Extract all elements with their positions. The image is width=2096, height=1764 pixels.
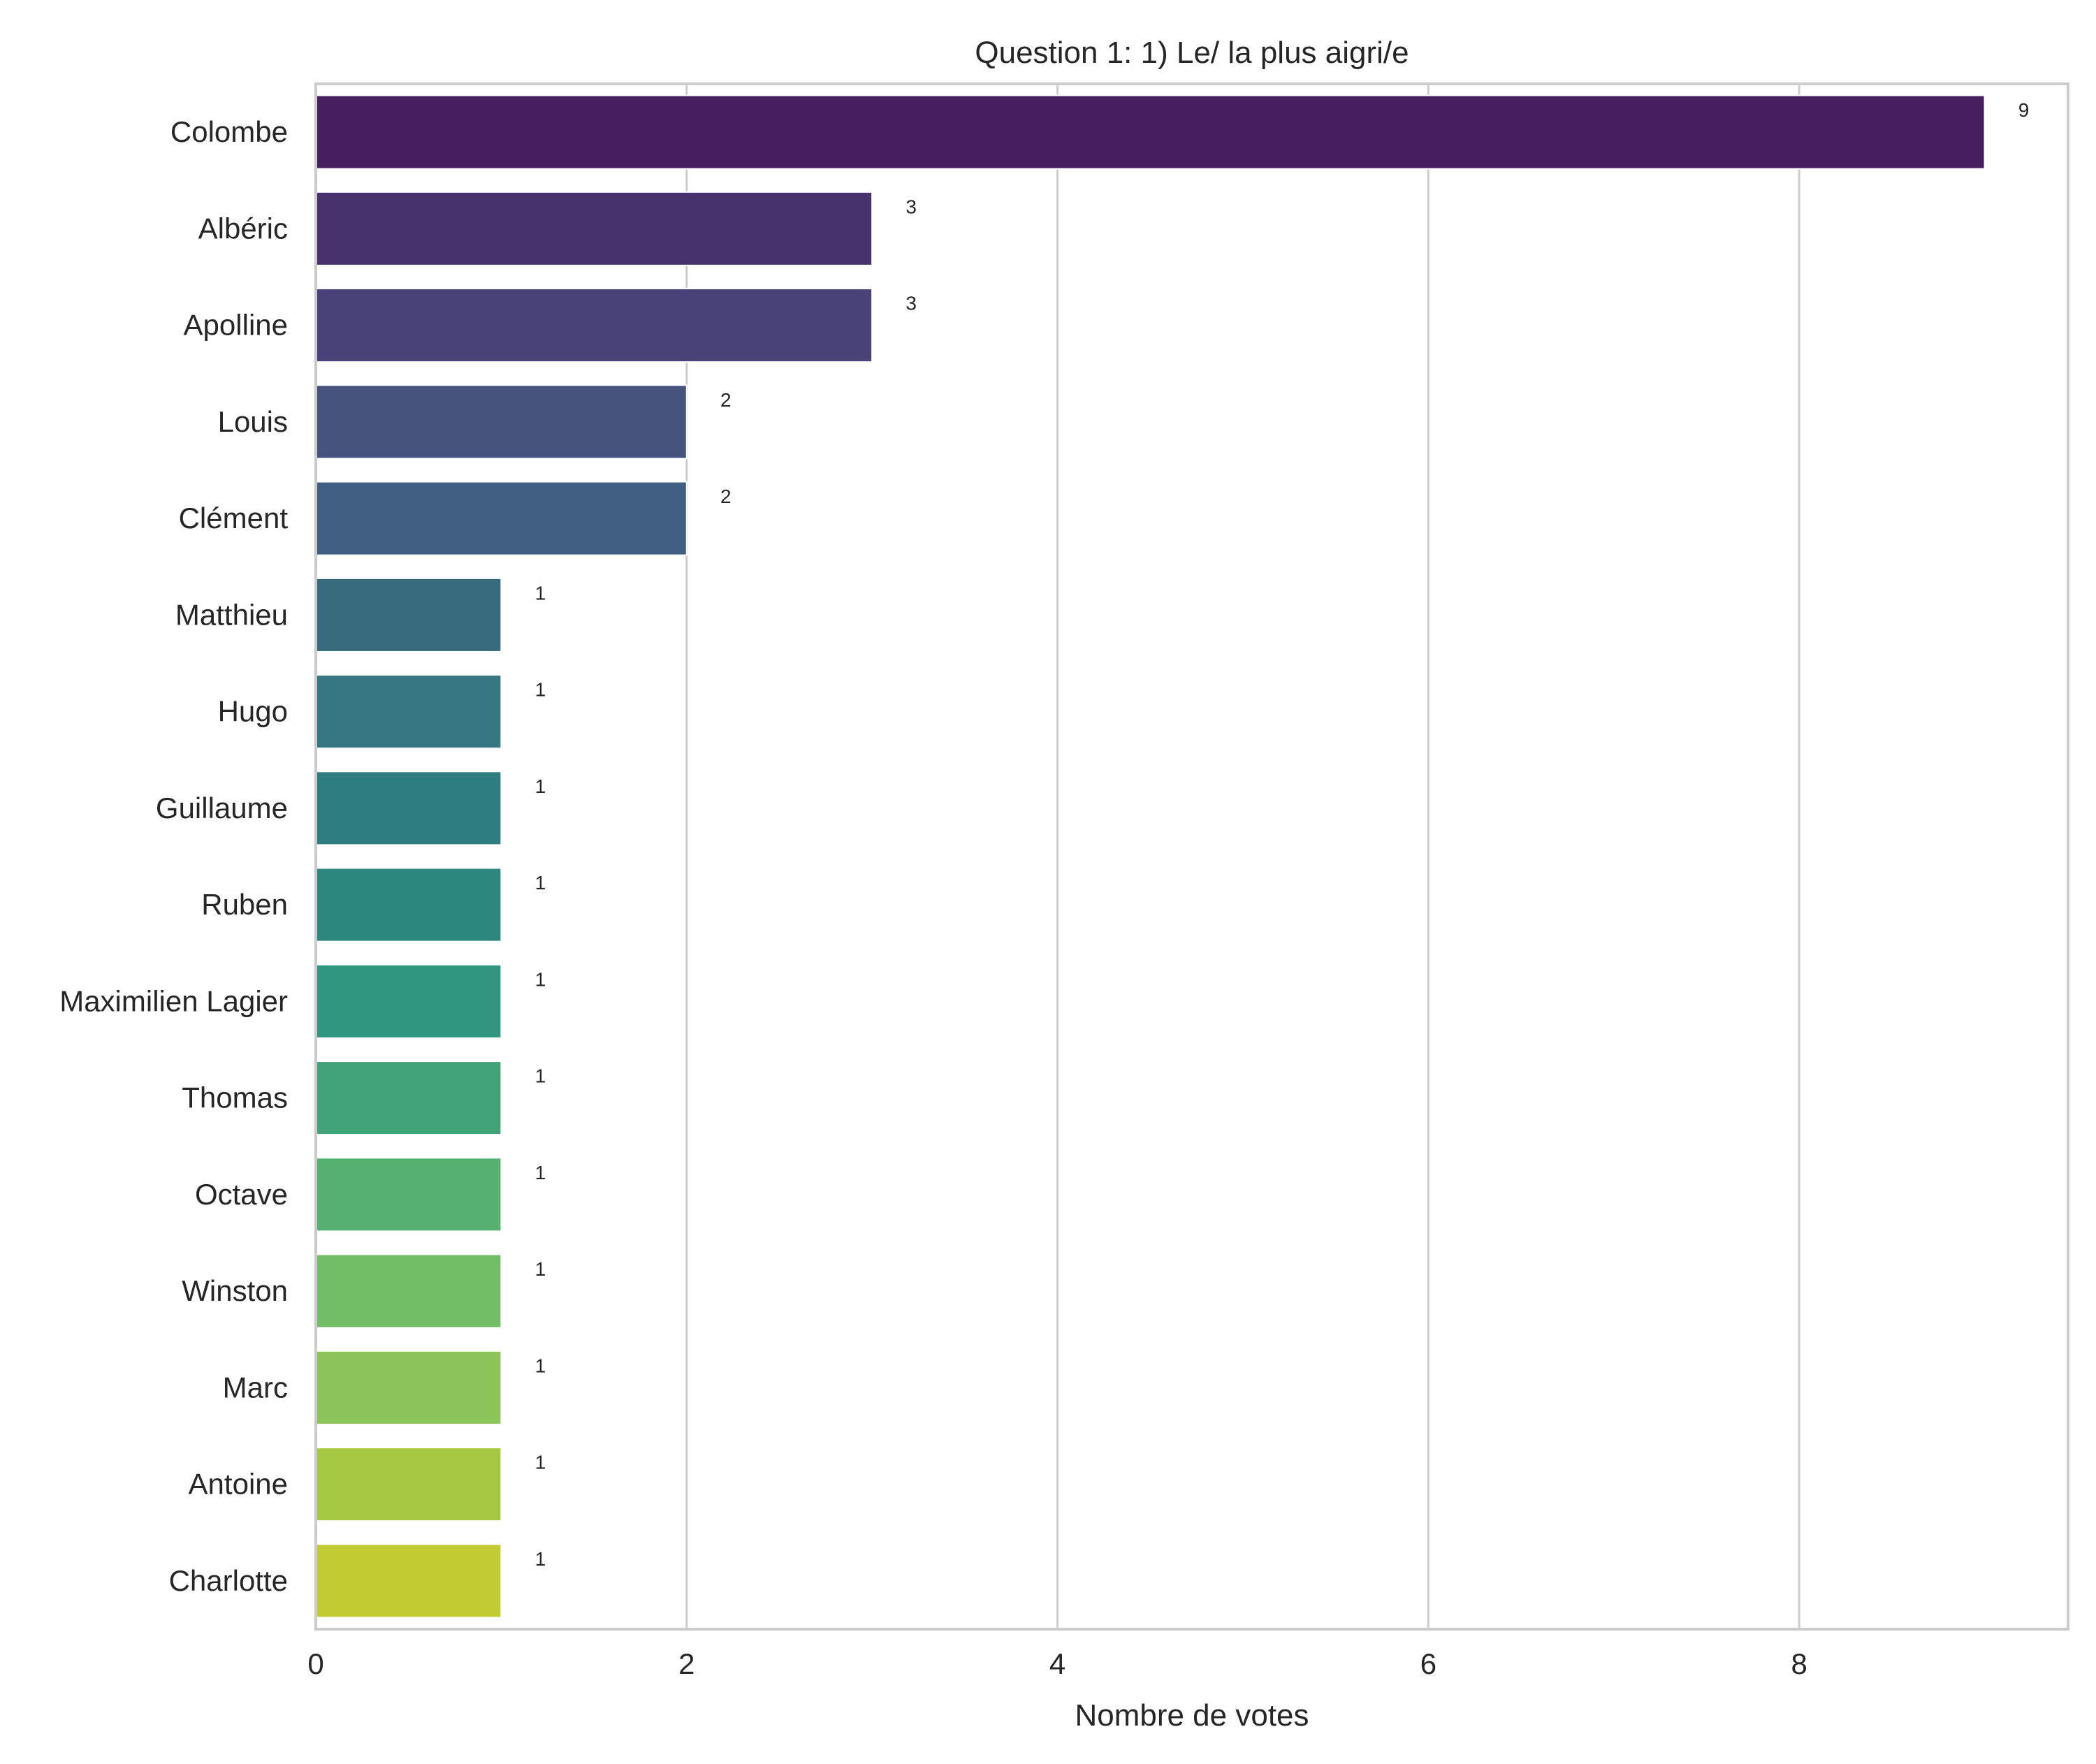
y-tick-label: Matthieu (175, 598, 288, 631)
y-tick-label: Hugo (218, 695, 288, 728)
bar (315, 771, 502, 846)
bar (315, 481, 687, 556)
data-label-layer: 9 3 3 2 2 1 1 1 1 1 1 1 1 1 1 1 (535, 99, 2030, 1570)
x-tick-label: 6 (1420, 1647, 1436, 1680)
bar-value-label: 9 (2018, 99, 2030, 121)
y-tick-label: Thomas (182, 1081, 288, 1114)
bar-value-label: 1 (535, 1258, 546, 1280)
bar (315, 1253, 502, 1329)
bar (315, 1350, 502, 1425)
bar-value-label: 1 (535, 968, 546, 990)
bar-value-label: 1 (535, 1162, 546, 1183)
bar-value-label: 1 (535, 582, 546, 604)
y-tick-label: Maximilien Lagier (59, 984, 288, 1017)
bar-value-label: 3 (905, 196, 917, 217)
y-tick-label: Octave (195, 1178, 288, 1211)
chart-title: Question 1: 1) Le/ la plus aigri/e (975, 36, 1409, 70)
y-tick-label: Winston (182, 1274, 288, 1307)
y-tick-labels: Colombe Albéric Apolline Louis Clément Matthi… (59, 115, 288, 1597)
x-tick-label: 2 (678, 1647, 694, 1680)
x-axis-label: Nombre de votes (1075, 1698, 1309, 1733)
bar (315, 1447, 502, 1522)
y-tick-label: Ruben (201, 888, 288, 921)
x-tick-label: 8 (1791, 1647, 1807, 1680)
bar (315, 384, 687, 460)
bar-value-label: 2 (720, 486, 732, 507)
bar-value-label: 1 (535, 679, 546, 701)
bar (315, 577, 502, 653)
bar (315, 191, 873, 266)
bar-layer (315, 94, 1986, 1619)
bar (315, 674, 502, 750)
bar-value-label: 2 (720, 389, 732, 411)
bar-value-label: 1 (535, 1355, 546, 1376)
x-tick-label: 4 (1049, 1647, 1065, 1680)
y-tick-label: Albéric (198, 212, 288, 245)
bar (315, 94, 1986, 170)
y-tick-label: Clément (179, 502, 289, 534)
bar (315, 963, 502, 1039)
bar-value-label: 1 (535, 872, 546, 894)
bar (315, 1543, 502, 1619)
bar-value-label: 1 (535, 1065, 546, 1087)
y-tick-label: Marc (223, 1371, 288, 1404)
bar-value-label: 1 (535, 1452, 546, 1473)
y-tick-label: Charlotte (169, 1564, 288, 1597)
y-tick-label: Colombe (170, 115, 288, 148)
y-tick-label: Guillaume (156, 792, 288, 824)
bar (315, 288, 873, 363)
x-tick-label: 0 (307, 1647, 323, 1680)
bar (315, 867, 502, 942)
y-tick-label: Antoine (189, 1468, 288, 1501)
bar-value-label: 1 (535, 1548, 546, 1570)
bar-value-label: 1 (535, 775, 546, 797)
plot-frame (314, 82, 2069, 1631)
x-tick-labels: 0 2 4 6 8 (307, 1647, 1807, 1680)
y-tick-label: Apolline (184, 309, 288, 342)
y-tick-label: Louis (218, 405, 288, 438)
bar-value-label: 3 (905, 293, 917, 314)
bar (315, 1157, 502, 1232)
bar (315, 1060, 502, 1136)
